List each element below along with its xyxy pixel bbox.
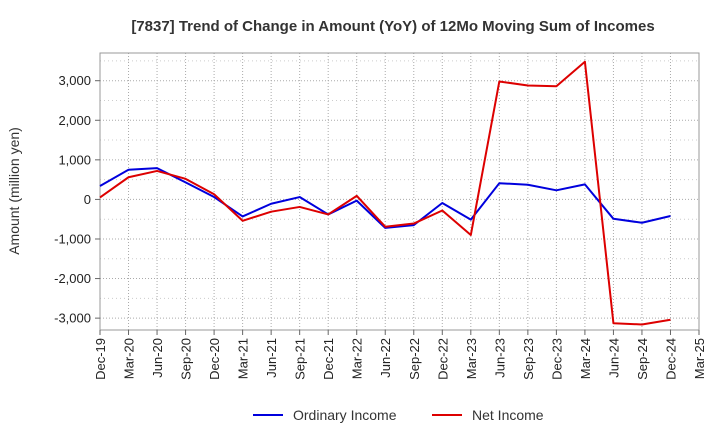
x-tick-label: Dec-24 (663, 338, 678, 380)
series-group (99, 60, 671, 326)
x-tick-label: Mar-24 (578, 338, 593, 379)
x-tick-label: Sep-21 (293, 338, 308, 380)
plot-frame (99, 52, 700, 331)
y-axis-label: Amount (million yen) (6, 127, 22, 255)
legend: Ordinary Income Net Income (253, 407, 544, 423)
x-tick-label: Sep-20 (179, 338, 194, 380)
x-tick-label: Mar-23 (464, 338, 479, 379)
x-tick-label: Dec-20 (207, 338, 222, 380)
x-tick-label: Mar-25 (692, 338, 707, 379)
x-tick-label: Jun-24 (606, 338, 621, 378)
x-tick-label: Mar-20 (122, 338, 137, 379)
y-tick-label: 0 (84, 192, 91, 207)
y-axis-ticks: 3,000 2,000 1,000 0 -1,000 -2,000 -3,000 (54, 73, 100, 326)
x-tick-label: Sep-23 (521, 338, 536, 380)
y-tick-label: 3,000 (58, 73, 91, 88)
y-tick-label: 2,000 (58, 113, 91, 128)
grid (100, 53, 699, 330)
y-tick-label: -1,000 (54, 231, 91, 246)
y-tick-label: -2,000 (54, 271, 91, 286)
x-tick-label: Sep-24 (635, 338, 650, 380)
series-line-ordinary-income (99, 167, 671, 229)
x-tick-label: Mar-21 (236, 338, 251, 379)
x-tick-label: Jun-20 (150, 338, 165, 378)
legend-label-ordinary-income: Ordinary Income (293, 407, 397, 423)
series-line-net-income (99, 60, 671, 326)
x-tick-label: Jun-21 (264, 338, 279, 378)
x-tick-label: Dec-22 (435, 338, 450, 380)
x-tick-label: Dec-19 (93, 338, 108, 380)
x-tick-label: Dec-23 (549, 338, 564, 380)
y-tick-label: -3,000 (54, 311, 91, 326)
legend-label-net-income: Net Income (472, 407, 544, 423)
x-tick-label: Jun-22 (378, 338, 393, 378)
chart-title: [7837] Trend of Change in Amount (YoY) o… (131, 18, 654, 35)
x-tick-label: Jun-23 (492, 338, 507, 378)
x-tick-label: Sep-22 (407, 338, 422, 380)
x-axis-ticks: Dec-19 Mar-20 Jun-20 Sep-20 Dec-20 Mar-21 Jun-… (93, 330, 707, 380)
x-tick-label: Dec-21 (321, 338, 336, 380)
y-tick-label: 1,000 (58, 152, 91, 167)
x-tick-label: Mar-22 (350, 338, 365, 379)
